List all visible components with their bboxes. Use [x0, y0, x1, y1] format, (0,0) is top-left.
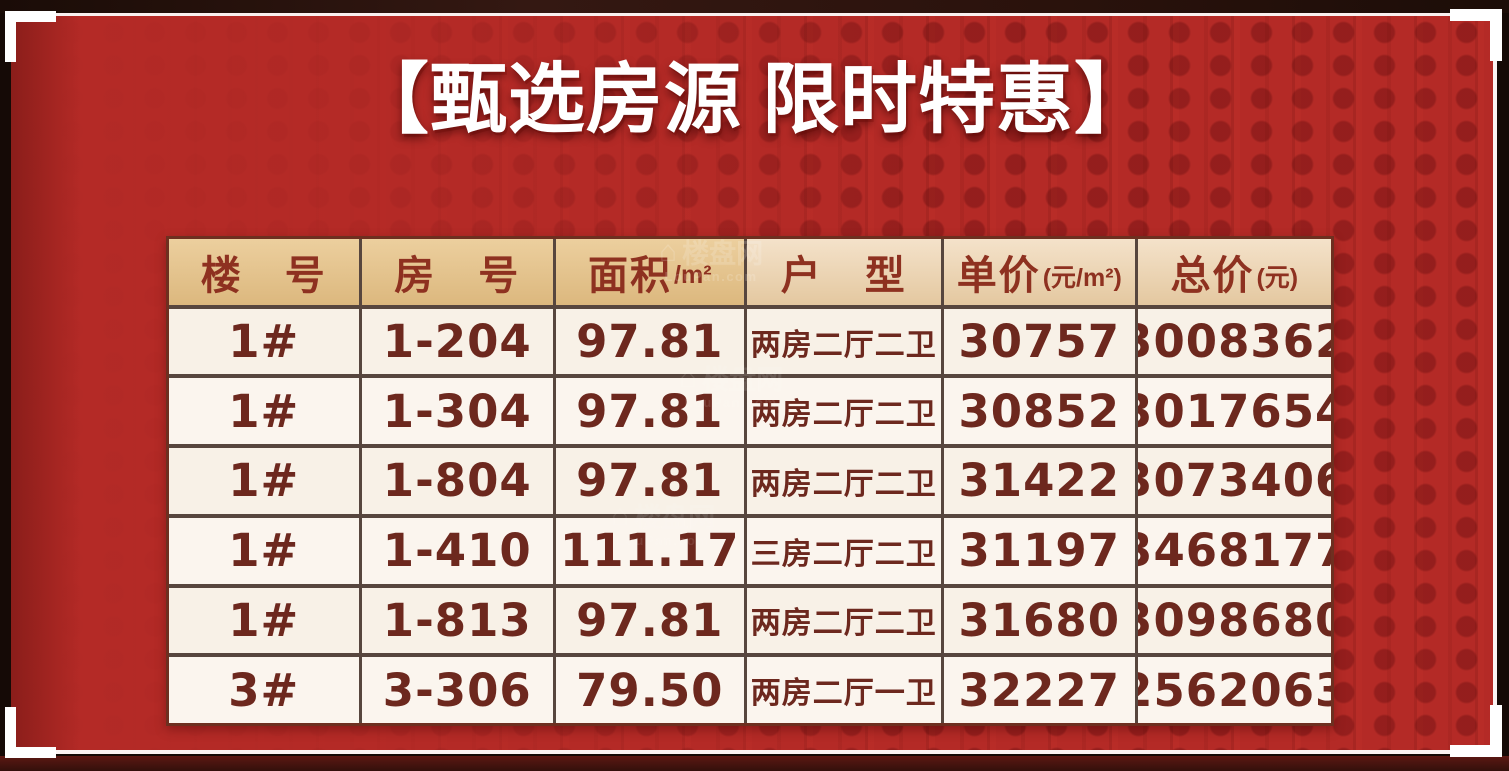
table-cell: 31422 [944, 448, 1135, 514]
table-cell: 两房二厅二卫 [746, 378, 942, 445]
table-cell: 3-306 [361, 657, 554, 723]
frame-corner-top-right [1450, 9, 1502, 61]
table-cell: 3073406 [1137, 448, 1331, 514]
table-cell: 2562063 [1137, 657, 1331, 723]
frame-corner-bottom-left [5, 707, 56, 758]
table-cell: 3# [169, 657, 359, 723]
header-label: 房 号 [394, 253, 521, 298]
table-cell: 1-804 [361, 448, 554, 514]
table-header-cell: 面积/m² [556, 239, 744, 305]
frame-corner-bottom-right [1450, 705, 1502, 757]
table-cell: 1-304 [361, 378, 554, 445]
table-cell: 79.50 [556, 657, 744, 723]
table-cell: 30757 [944, 308, 1135, 375]
table-cell: 1# [169, 587, 359, 654]
header-label: 单价 [956, 253, 1041, 298]
table-header-cell: 房 号 [361, 239, 554, 305]
table-header-cell: 单价 (元/m²) [944, 239, 1135, 305]
table-cell: 3017654 [1137, 378, 1331, 445]
table-cell: 111.17 [556, 517, 744, 584]
table-cell: 97.81 [556, 587, 744, 654]
red-background-panel: 【甄选房源 限时特惠】 ⌂ 楼盘网 LouPan.com ⌂ 楼盘网 LouPa… [11, 13, 1497, 754]
table-cell: 1# [169, 517, 359, 584]
table-header-cell: 总价 (元) [1137, 239, 1331, 305]
table-cell: 1-813 [361, 587, 554, 654]
header-unit: /m² [674, 261, 712, 290]
table-cell: 两房二厅二卫 [746, 448, 942, 514]
top-dark-band [0, 0, 1509, 13]
header-label: 总价 [1170, 253, 1255, 298]
header-label: 楼 号 [200, 253, 327, 298]
table-header-cell: 楼 号 [169, 239, 359, 305]
table-cell: 两房二厅二卫 [746, 308, 942, 375]
table-cell: 30852 [944, 378, 1135, 445]
header-label: 户 型 [780, 253, 907, 298]
bottom-dark-band [0, 756, 1509, 771]
table-cell: 两房二厅一卫 [746, 657, 942, 723]
table-cell: 31197 [944, 517, 1135, 584]
table-header-cell: 户 型 [746, 239, 942, 305]
header-unit: (元/m²) [1042, 263, 1122, 292]
page-title: 【甄选房源 限时特惠】 [351, 57, 1153, 143]
table-cell: 3008362 [1137, 308, 1331, 375]
header-unit: (元) [1256, 263, 1299, 292]
table-cell: 97.81 [556, 378, 744, 445]
table-cell: 1-410 [361, 517, 554, 584]
header-label: 面积 [588, 253, 673, 298]
table-cell: 1# [169, 448, 359, 514]
table-cell: 31680 [944, 587, 1135, 654]
table-cell: 两房二厅二卫 [746, 587, 942, 654]
table-cell: 1# [169, 308, 359, 375]
frame-corner-top-left [5, 11, 56, 62]
table-cell: 97.81 [556, 448, 744, 514]
table-cell: 3468177 [1137, 517, 1331, 584]
table-cell: 三房二厅二卫 [746, 517, 942, 584]
table-cell: 3098680 [1137, 587, 1331, 654]
table-cell: 32227 [944, 657, 1135, 723]
table-cell: 1# [169, 378, 359, 445]
table-cell: 97.81 [556, 308, 744, 375]
table-cell: 1-204 [361, 308, 554, 375]
price-table: 楼 号 房 号 面积/m² 户 型 单价 (元/m²) 总价 (元) 1# 1-204… [166, 236, 1334, 726]
